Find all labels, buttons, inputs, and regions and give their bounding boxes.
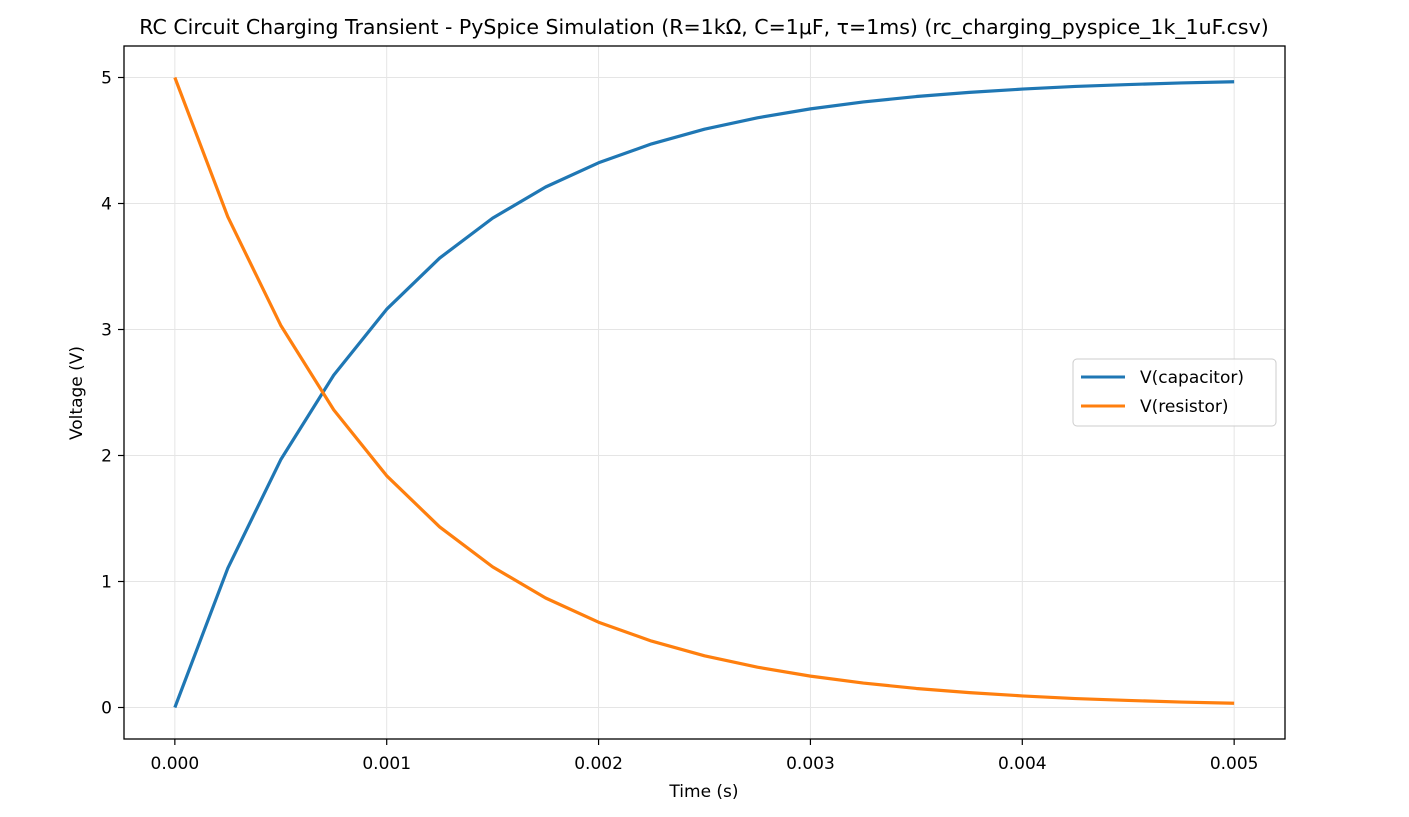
y-axis-label: Voltage (V)	[67, 346, 87, 440]
plot-frame	[123, 45, 1286, 740]
y-axis: 0 1 2 3 4 5	[101, 69, 124, 719]
x-axis-label: Time (s)	[668, 782, 738, 802]
series-layer	[173, 76, 1235, 709]
chart-title: RC Circuit Charging Transient - PySpice …	[139, 15, 1268, 40]
y-tick-label: 3	[101, 321, 112, 341]
y-tick-label: 4	[101, 195, 112, 215]
x-axis: 0.000 0.001 0.002 0.003 0.004 0.005	[151, 739, 1259, 774]
x-tick-label: 0.005	[1210, 754, 1259, 774]
series-line-v-resistor	[173, 76, 1235, 705]
y-tick-label: 2	[101, 447, 112, 467]
legend: V(capacitor) V(resistor)	[1072, 358, 1277, 427]
y-tick-label: 0	[101, 699, 112, 719]
series-line-v-capacitor	[173, 80, 1235, 709]
x-tick-label: 0.000	[151, 754, 200, 774]
y-tick-label: 5	[101, 69, 112, 89]
y-tick-label: 1	[101, 573, 112, 593]
legend-label-resistor: V(resistor)	[1140, 397, 1228, 417]
x-tick-label: 0.003	[786, 754, 835, 774]
x-tick-label: 0.004	[998, 754, 1047, 774]
legend-label-capacitor: V(capacitor)	[1140, 368, 1244, 388]
x-tick-label: 0.002	[574, 754, 623, 774]
x-tick-label: 0.001	[362, 754, 411, 774]
